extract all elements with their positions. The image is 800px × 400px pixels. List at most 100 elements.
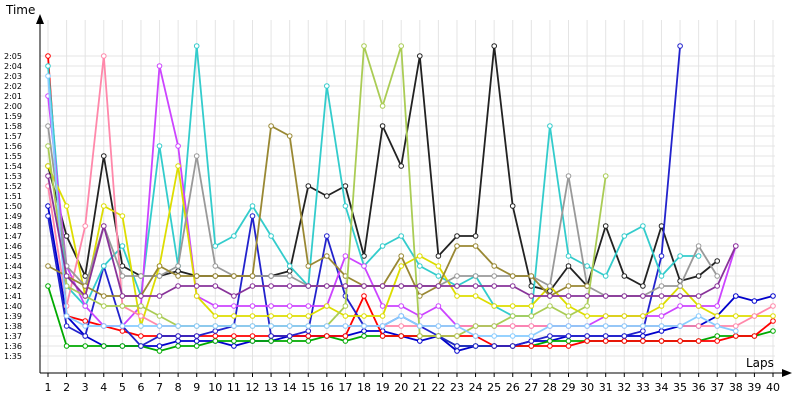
data-point (454, 343, 460, 349)
data-point (138, 273, 144, 279)
data-point (193, 43, 200, 49)
data-point (342, 283, 349, 289)
data-point (361, 43, 367, 49)
data-point (231, 233, 237, 239)
data-point (175, 268, 181, 274)
data-point (547, 123, 553, 129)
data-point (286, 313, 293, 319)
data-point (565, 323, 572, 329)
data-point (677, 303, 683, 309)
data-point (528, 273, 535, 279)
x-tick-label: 31 (599, 381, 613, 394)
data-point (82, 343, 88, 349)
y-tick-label: 1:47 (4, 232, 22, 241)
data-point (138, 313, 144, 319)
data-point (175, 333, 181, 339)
x-tick-label: 36 (692, 381, 706, 394)
data-point (640, 283, 646, 289)
data-point (45, 263, 51, 269)
x-tick-label: 38 (729, 381, 743, 394)
data-point (324, 333, 330, 339)
x-tick-label: 32 (617, 381, 631, 394)
data-point (138, 343, 144, 349)
x-tick-label: 25 (487, 381, 501, 394)
data-point (249, 283, 256, 289)
data-point (101, 343, 107, 349)
data-point (249, 273, 256, 279)
x-tick-label: 14 (283, 381, 297, 394)
data-point (677, 323, 683, 329)
data-point (286, 303, 293, 309)
data-point (435, 273, 442, 279)
data-point (193, 153, 200, 159)
data-point (509, 303, 516, 309)
y-tick-label: 1:53 (4, 172, 22, 181)
y-tick-label: 1:45 (4, 252, 22, 261)
data-point (286, 263, 293, 269)
data-point (621, 313, 628, 319)
data-point (63, 343, 70, 349)
data-point (602, 293, 609, 299)
data-point (770, 303, 776, 309)
data-point (305, 283, 312, 289)
data-point (63, 233, 70, 239)
data-point (640, 293, 646, 299)
data-point (584, 323, 590, 329)
data-point (584, 263, 590, 269)
data-point (454, 243, 460, 249)
data-point (305, 333, 312, 339)
data-point (45, 283, 51, 289)
x-axis-arrow (782, 369, 792, 377)
data-point (101, 263, 107, 269)
x-tick-label: 40 (766, 381, 780, 394)
x-tick-label: 19 (376, 381, 390, 394)
data-point (602, 223, 609, 229)
x-axis-title: Laps (746, 356, 774, 370)
data-point (361, 333, 367, 339)
x-tick-label: 6 (137, 381, 144, 394)
data-point (472, 323, 479, 329)
y-tick-label: 1:40 (4, 302, 22, 311)
series-line (47, 75, 737, 337)
data-point (324, 303, 330, 309)
data-point (324, 83, 330, 89)
data-point (398, 263, 405, 269)
y-tick-label: 2:04 (4, 62, 22, 71)
x-tick-label: 11 (227, 381, 241, 394)
y-tick-label: 2:03 (4, 72, 22, 81)
y-tick-label: 1:43 (4, 272, 22, 281)
data-point (677, 43, 683, 49)
data-point (435, 253, 442, 259)
data-point (379, 283, 386, 289)
data-point (193, 333, 200, 339)
data-point (212, 263, 219, 269)
data-point (547, 333, 553, 339)
data-point (342, 253, 349, 259)
data-point (342, 338, 349, 344)
data-point (398, 313, 405, 319)
data-point (658, 323, 665, 329)
x-tick-label: 9 (193, 381, 200, 394)
data-point (45, 213, 51, 219)
data-point (361, 283, 367, 289)
x-tick-label: 37 (710, 381, 724, 394)
y-tick-label: 1:35 (4, 352, 22, 361)
data-point (733, 293, 739, 299)
data-point (584, 283, 590, 289)
data-point (472, 333, 479, 339)
data-point (695, 313, 702, 319)
data-point (119, 213, 126, 219)
data-point (193, 323, 200, 329)
x-tick-label: 33 (636, 381, 650, 394)
data-point (751, 298, 758, 304)
x-tick-label: 12 (245, 381, 259, 394)
x-tick-label: 18 (357, 381, 371, 394)
data-point (435, 263, 442, 269)
data-point (491, 343, 498, 349)
data-point (565, 293, 572, 299)
data-point (156, 263, 163, 269)
data-point (101, 293, 107, 299)
data-point (63, 203, 70, 209)
data-point (640, 323, 646, 329)
x-tick-label: 23 (450, 381, 464, 394)
